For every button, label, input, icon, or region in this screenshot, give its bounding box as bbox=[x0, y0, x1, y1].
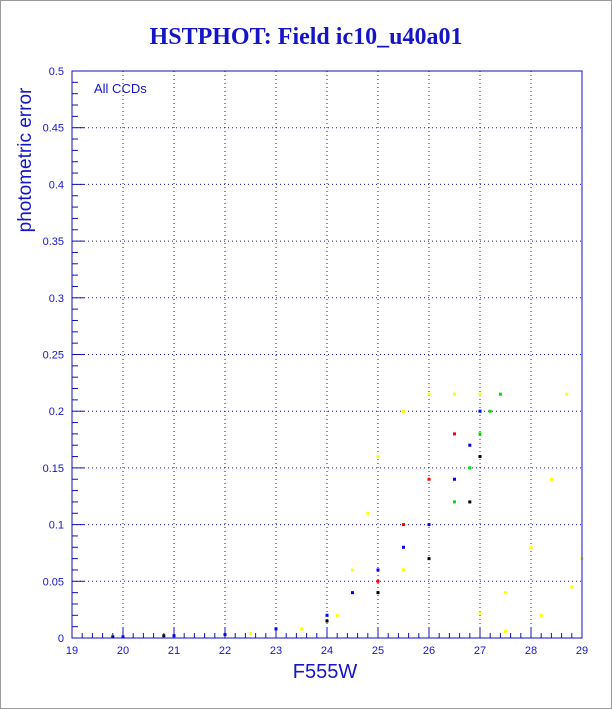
data-point bbox=[402, 523, 405, 527]
data-point bbox=[335, 613, 339, 617]
y-tick-label: 0.05 bbox=[43, 576, 64, 588]
data-point bbox=[504, 629, 507, 633]
data-point bbox=[498, 392, 502, 396]
data-point bbox=[376, 591, 380, 595]
data-point bbox=[549, 477, 553, 481]
data-point bbox=[402, 545, 405, 549]
data-point bbox=[453, 432, 456, 436]
data-point bbox=[504, 591, 507, 595]
data-point bbox=[351, 568, 354, 572]
y-tick-label: 0.3 bbox=[49, 293, 64, 305]
data-point bbox=[468, 466, 472, 470]
y-tick-label: 0.25 bbox=[43, 350, 64, 362]
data-point bbox=[325, 619, 329, 623]
data-point bbox=[478, 432, 482, 436]
data-point bbox=[402, 409, 405, 413]
data-point bbox=[366, 511, 370, 515]
x-tick-label: 21 bbox=[168, 645, 180, 657]
y-tick-label: 0.45 bbox=[43, 123, 64, 135]
data-point bbox=[427, 523, 431, 527]
data-point bbox=[488, 409, 492, 413]
data-point bbox=[468, 443, 472, 447]
x-tick-label: 27 bbox=[474, 645, 486, 657]
axis-ticks: 19 20 21 22 23 24 25 26 27 28 29 0 0.05 0.1 0.15 0.2 0.2… bbox=[43, 66, 589, 657]
data-point bbox=[376, 568, 380, 572]
data-point bbox=[376, 579, 380, 583]
y-tick-label: 0.5 bbox=[49, 66, 64, 78]
y-tick-label: 0.1 bbox=[49, 520, 64, 532]
x-tick-label: 25 bbox=[372, 645, 384, 657]
x-tick-label: 23 bbox=[270, 645, 282, 657]
y-tick-label: 0.4 bbox=[49, 179, 64, 191]
data-point bbox=[539, 613, 543, 617]
data-point bbox=[453, 477, 456, 481]
data-point bbox=[570, 585, 574, 589]
data-point bbox=[249, 631, 252, 635]
data-point bbox=[529, 545, 533, 549]
x-tick-label: 20 bbox=[117, 645, 129, 657]
data-point bbox=[478, 611, 482, 615]
y-tick-label: 0 bbox=[58, 633, 64, 645]
x-tick-label: 26 bbox=[423, 645, 435, 657]
data-point bbox=[427, 557, 431, 561]
data-point bbox=[478, 455, 482, 459]
y-tick-label: 0.2 bbox=[49, 406, 64, 418]
x-tick-label: 28 bbox=[525, 645, 537, 657]
data-point bbox=[565, 392, 569, 396]
y-axis-label: photometric error bbox=[15, 87, 36, 232]
data-point bbox=[351, 591, 354, 595]
data-point bbox=[478, 392, 482, 396]
data-point bbox=[325, 613, 329, 617]
x-tick-label: 22 bbox=[219, 645, 231, 657]
chart-title: HSTPHOT: Field ic10_u40a01 bbox=[149, 24, 463, 50]
data-point bbox=[478, 409, 482, 413]
y-tick-label: 0.35 bbox=[43, 236, 64, 248]
data-point bbox=[402, 568, 405, 572]
x-tick-label: 19 bbox=[66, 645, 78, 657]
data-point bbox=[453, 500, 456, 504]
data-point bbox=[427, 392, 431, 396]
data-point bbox=[376, 455, 380, 459]
annotation-label: All CCDs bbox=[94, 81, 147, 96]
x-tick-label: 29 bbox=[576, 645, 588, 657]
grid-lines bbox=[72, 71, 582, 638]
data-point bbox=[453, 392, 456, 396]
x-axis-label: F555W bbox=[293, 661, 358, 683]
data-point bbox=[427, 477, 431, 481]
x-tick-label: 24 bbox=[321, 645, 333, 657]
data-point bbox=[468, 500, 472, 504]
data-point bbox=[300, 627, 303, 631]
y-tick-label: 0.15 bbox=[43, 463, 64, 475]
